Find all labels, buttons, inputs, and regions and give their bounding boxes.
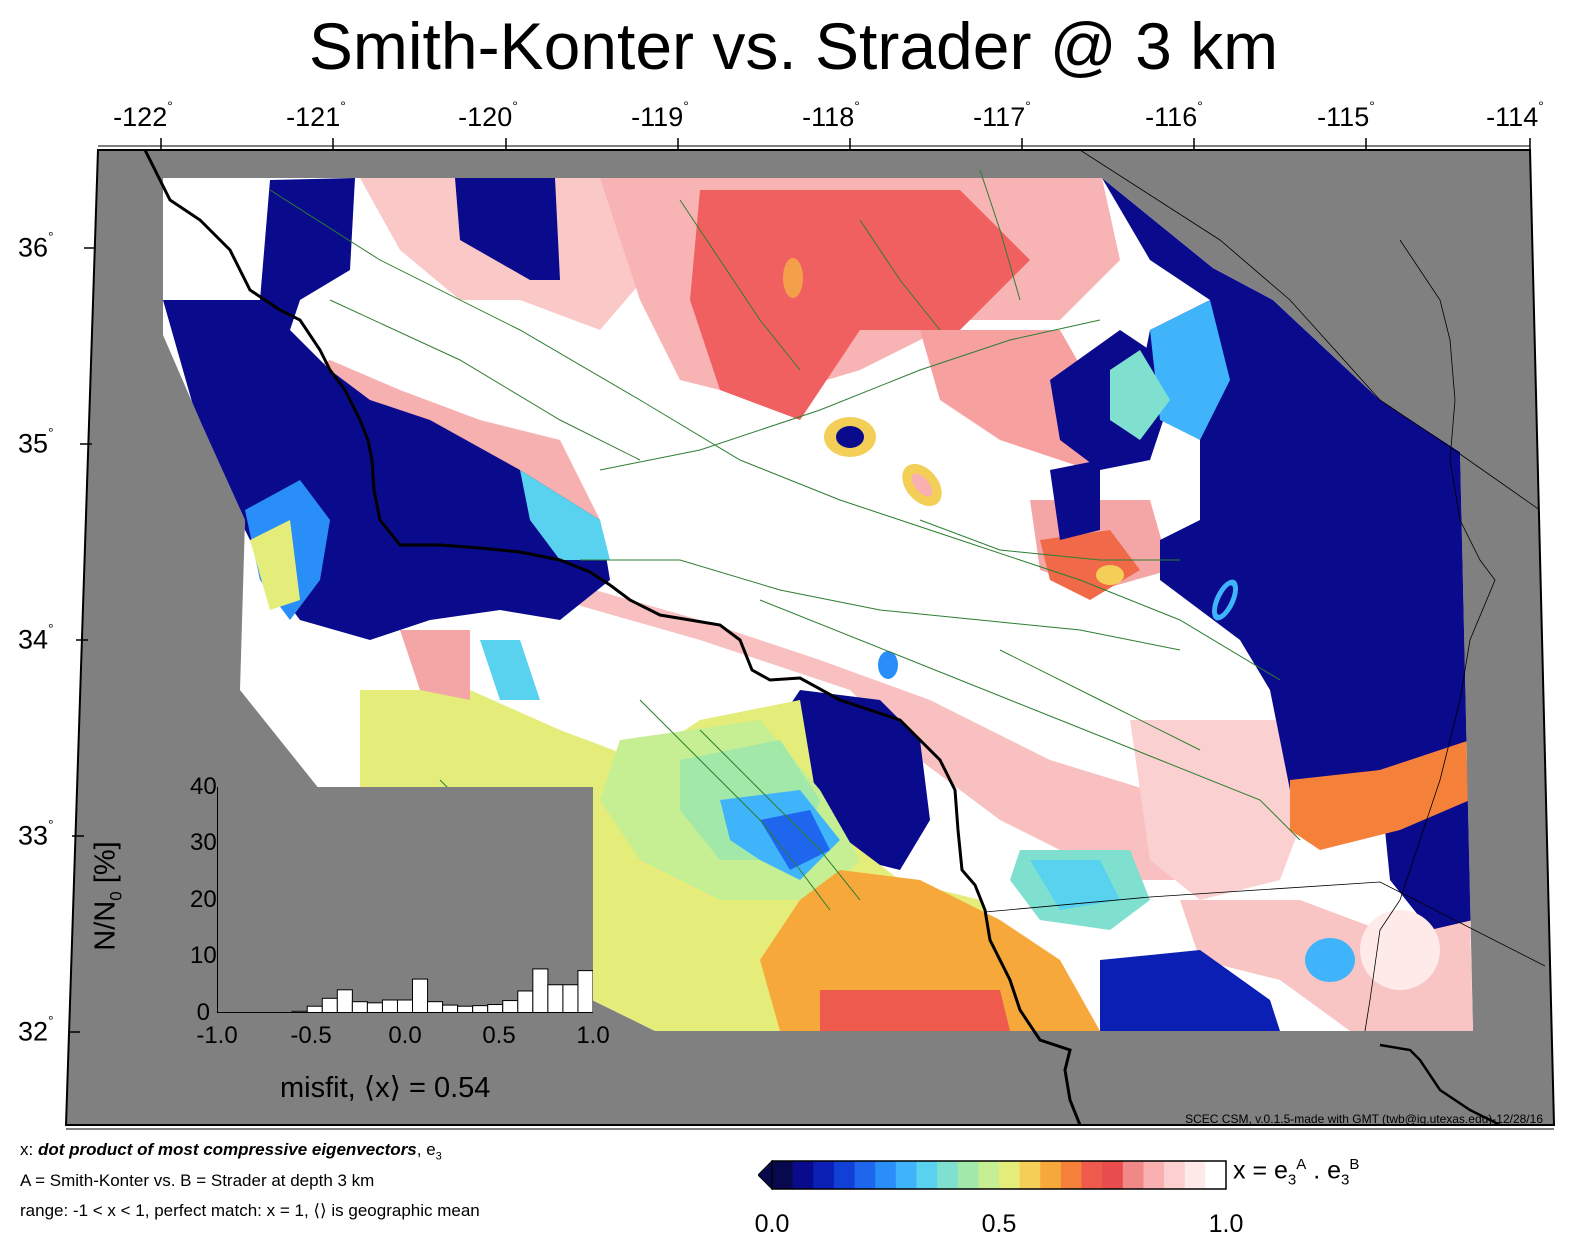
histogram-bar xyxy=(577,970,593,1013)
hist-xtick-neg05: -0.5 xyxy=(290,1022,332,1049)
fault-traces xyxy=(269,169,1301,911)
colorbar-cell xyxy=(1122,1161,1144,1189)
colorbar-label: x = e3A . e3B xyxy=(1233,1156,1360,1189)
map-title: Smith-Konter vs. Strader @ 3 km xyxy=(308,9,1279,83)
colorbar-cell xyxy=(895,1161,917,1189)
histogram-bar xyxy=(562,984,579,1013)
histogram-bar xyxy=(442,1004,459,1013)
histogram-bar xyxy=(396,999,414,1013)
histogram-bar xyxy=(321,997,338,1013)
lon-label-122: -122° xyxy=(113,98,173,132)
lat-label-36: 36° xyxy=(18,228,54,263)
lon-label-115: -115° xyxy=(1317,98,1375,132)
colorbar-tick-0: 0.0 xyxy=(754,1210,790,1238)
colorbar-cell xyxy=(1164,1161,1186,1189)
colorbar-cell xyxy=(813,1161,835,1189)
lat-label-33: 33° xyxy=(18,816,54,851)
histogram-bar xyxy=(547,984,564,1013)
colorbar-cell xyxy=(792,1161,814,1189)
colorbar-cell xyxy=(1019,1161,1041,1189)
histogram-bar xyxy=(412,978,429,1013)
colorbar-cell xyxy=(1184,1161,1206,1189)
coastline xyxy=(143,150,1554,1125)
histogram-bar xyxy=(487,1004,504,1013)
colorbar-tick-05: 0.5 xyxy=(981,1210,1017,1238)
credit-text: SCEC CSM, v.0.1.5-made with GMT (twb@ig.… xyxy=(1185,1112,1543,1126)
histogram-bar xyxy=(381,999,398,1013)
histogram-bar xyxy=(532,968,549,1013)
hist-ytick-40: 40 xyxy=(190,773,217,800)
colorbar-cell xyxy=(957,1161,979,1189)
legend-line-1: x: dot product of most compressive eigen… xyxy=(20,1140,442,1163)
colorbar-cell xyxy=(999,1161,1021,1189)
lon-label-120: -120° xyxy=(458,98,518,132)
misfit-histogram xyxy=(217,787,593,1013)
lon-label-116: -116° xyxy=(1145,98,1203,132)
lon-label-117: -117° xyxy=(973,98,1031,132)
lat-label-34: 34° xyxy=(18,620,54,655)
colorbar-cell xyxy=(978,1161,1000,1189)
histogram-bar xyxy=(427,1001,444,1013)
lon-label-118: -118° xyxy=(802,98,860,132)
colorbar-cell xyxy=(833,1161,856,1189)
lon-label-119: -119° xyxy=(631,98,689,132)
colorbar-cell xyxy=(937,1161,959,1189)
colorbar-cell xyxy=(772,1161,794,1189)
frame-ticks xyxy=(68,138,1531,1033)
hist-xtick-1: 1.0 xyxy=(576,1022,610,1049)
histogram-bar xyxy=(306,1005,323,1013)
hist-xtick-neg1: -1.0 xyxy=(196,1022,238,1049)
histogram-bar xyxy=(336,989,353,1013)
colorbar-cell xyxy=(1081,1161,1103,1189)
histogram-bar xyxy=(517,990,534,1013)
histogram-bar xyxy=(502,1000,519,1013)
hist-xlabel: misfit, ⟨x⟩ = 0.54 xyxy=(280,1072,491,1104)
histogram-bar xyxy=(472,1005,489,1013)
lat-label-32: 32° xyxy=(18,1012,54,1047)
hist-xtick-05: 0.5 xyxy=(482,1022,516,1049)
lon-label-121: -121° xyxy=(286,98,346,132)
legend-line-2: A = Smith-Konter vs. B = Strader at dept… xyxy=(20,1171,375,1190)
hist-ytick-20: 20 xyxy=(190,886,217,913)
histogram-bar xyxy=(366,1002,383,1013)
colorbar-cell xyxy=(1205,1161,1227,1189)
colorbar-tick-1: 1.0 xyxy=(1208,1210,1244,1238)
hist-xtick-0: 0.0 xyxy=(388,1022,422,1049)
colorbar-cell xyxy=(916,1161,938,1189)
histogram-bar xyxy=(457,1005,474,1013)
colorbar-cell xyxy=(1040,1161,1062,1189)
lat-label-35: 35° xyxy=(18,424,54,459)
colorbar-cell xyxy=(1102,1161,1124,1189)
legend-line-3: range: -1 < x < 1, perfect match: x = 1,… xyxy=(20,1201,480,1220)
hist-ytick-30: 30 xyxy=(190,829,217,856)
hist-ytick-0: 0 xyxy=(196,999,210,1026)
colorbar-cell xyxy=(854,1161,876,1189)
hist-ytick-10: 10 xyxy=(190,942,217,969)
histogram-bar xyxy=(351,1001,368,1013)
map-frame xyxy=(64,149,1556,1126)
colorbar-cell xyxy=(875,1161,897,1189)
lon-label-114: -114° xyxy=(1486,98,1544,132)
colorbar xyxy=(758,1159,1227,1191)
colorbar-cell xyxy=(1143,1161,1165,1189)
hist-ylabel: N/N0 [%] xyxy=(89,841,126,951)
colorbar-cell xyxy=(1060,1161,1083,1189)
